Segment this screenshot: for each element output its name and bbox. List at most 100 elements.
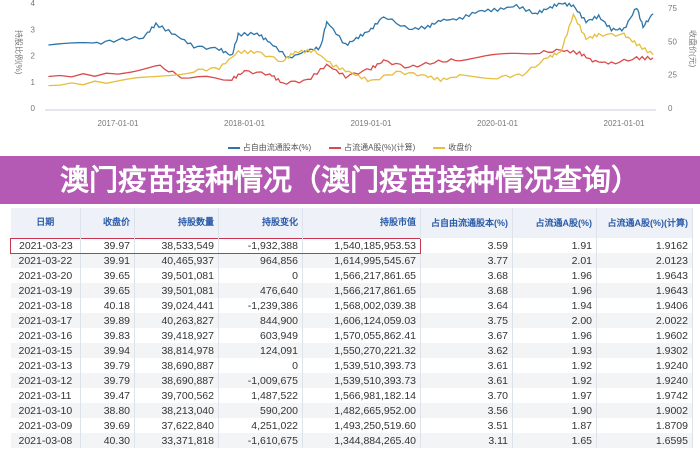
table-cell: 2021-03-11 — [10, 388, 81, 403]
table-cell: 38.80 — [80, 403, 135, 418]
table-cell: 39.47 — [80, 388, 135, 403]
y-right-tick-label: 25 — [668, 71, 677, 80]
table-row[interactable]: 2021-03-11 39.47 39,700,562 1,487,522 1,566,… — [10, 388, 693, 403]
legend-item[interactable]: 占自由流通股本(%) — [227, 142, 311, 154]
table-cell: 1.65 — [512, 433, 597, 448]
table-cell: 1,614,995,545.67 — [302, 253, 421, 268]
table-cell: 1,566,981,182.14 — [302, 388, 421, 403]
column-header[interactable]: 持股市值 — [302, 208, 421, 238]
table-row[interactable]: 2021-03-20 39.65 39,501,081 0 1,566,217,861.… — [10, 268, 693, 283]
table-cell: 1.97 — [512, 388, 597, 403]
table-cell: 476,640 — [218, 283, 303, 298]
column-header[interactable]: 日期 — [10, 208, 81, 238]
table-row[interactable]: 2021-03-09 39.69 37,622,840 4,251,022 1,493,… — [10, 418, 693, 433]
table-cell: 39.65 — [80, 283, 135, 298]
table-cell: 3.68 — [420, 283, 513, 298]
series-line-2 — [48, 12, 654, 87]
table-row[interactable]: 2021-03-18 40.18 39,024,441 -1,239,386 1,568… — [10, 298, 693, 313]
table-row[interactable]: 2021-03-12 39.79 38,690,887 -1,009,675 1,539… — [10, 373, 693, 388]
legend-label: 收盘价 — [448, 143, 473, 152]
table-cell: 2021-03-16 — [10, 328, 81, 343]
table-cell: 3.64 — [420, 298, 513, 313]
table-cell: 124,091 — [218, 343, 303, 358]
x-tick-label: 2019-01-01 — [351, 119, 392, 128]
table-cell: 2021-03-22 — [10, 253, 81, 268]
table-cell: 39.94 — [80, 343, 135, 358]
table-cell: -1,009,675 — [218, 373, 303, 388]
legend-swatch — [329, 146, 342, 149]
table-row[interactable]: 2021-03-10 38.80 38,213,040 590,200 1,482,66… — [10, 403, 693, 418]
table-cell: 2021-03-18 — [10, 298, 81, 313]
table-row[interactable]: 2021-03-13 39.79 38,690,887 0 1,539,510,393.… — [10, 358, 693, 373]
column-header[interactable]: 持股变化 — [218, 208, 303, 238]
legend-label: 占流通A股(%)(计算) — [344, 143, 416, 152]
table-cell: 2021-03-17 — [10, 313, 81, 328]
table-cell: 1.9002 — [596, 403, 693, 418]
y-left-tick-label: 3 — [31, 25, 36, 34]
table-row[interactable]: 2021-03-19 39.65 39,501,081 476,640 1,566,21… — [10, 283, 693, 298]
table-cell: 2021-03-13 — [10, 358, 81, 373]
table-cell: 964,856 — [218, 253, 303, 268]
table-cell: 1.91 — [512, 238, 597, 253]
column-header[interactable]: 持股数量 — [134, 208, 219, 238]
table-cell: 1,539,510,393.73 — [302, 358, 421, 373]
table-cell: 2.0022 — [596, 313, 693, 328]
table-cell: 3.68 — [420, 268, 513, 283]
legend-swatch — [227, 146, 240, 149]
table-cell: 3.67 — [420, 328, 513, 343]
table-row[interactable]: 2021-03-17 39.89 40,263,827 844,900 1,606,12… — [10, 313, 693, 328]
table-cell: 39.97 — [80, 237, 135, 254]
y-left-tick-label: 0 — [31, 104, 36, 113]
table-cell: 2021-03-20 — [10, 268, 81, 283]
table-cell: 39.91 — [80, 253, 135, 268]
table-cell: 2.00 — [512, 313, 597, 328]
legend-item[interactable]: 收盘价 — [433, 142, 472, 154]
x-tick-label: 2021-01-01 — [604, 119, 645, 128]
table-row[interactable]: 2021-03-16 39.83 39,418,927 603,949 1,570,05… — [10, 328, 693, 343]
table-cell: 1.92 — [512, 373, 597, 388]
table-cell: 2021-03-08 — [10, 433, 81, 448]
column-header[interactable]: 占流通A股(%) — [512, 208, 597, 238]
table-cell: 1.92 — [512, 358, 597, 373]
table-cell: 38,690,887 — [134, 373, 219, 388]
table-cell: 3.61 — [420, 373, 513, 388]
series-line-0 — [48, 2, 654, 59]
table-cell: 39,418,927 — [134, 328, 219, 343]
table-cell: 590,200 — [218, 403, 303, 418]
table-cell: 3.77 — [420, 253, 513, 268]
table-cell: 1.93 — [512, 343, 597, 358]
table-cell: 2021-03-10 — [10, 403, 81, 418]
legend-item[interactable]: 占流通A股(%)(计算) — [329, 142, 415, 154]
table-row[interactable]: 2021-03-08 40.30 33,371,818 -1,610,675 1,344… — [10, 433, 693, 448]
table-cell: 2.0123 — [596, 253, 693, 268]
table-cell: 39.79 — [80, 373, 135, 388]
table-cell: 2.01 — [512, 253, 597, 268]
column-header[interactable]: 占自由流通股本(%) — [420, 208, 513, 238]
table-cell: -1,239,386 — [218, 298, 303, 313]
table-cell: 3.11 — [420, 433, 513, 448]
table-cell: 1.8709 — [596, 418, 693, 433]
table-cell: 0 — [218, 268, 303, 283]
table-cell: 2021-03-23 — [10, 237, 81, 254]
highlighted-table-row[interactable]: 2021-03-23 39.97 38,533,549 -1,932,388 1,540… — [10, 237, 693, 254]
table-cell: 1.90 — [512, 403, 597, 418]
table-cell: 2021-03-09 — [10, 418, 81, 433]
table-cell: 1.9302 — [596, 343, 693, 358]
column-header[interactable]: 收盘价 — [80, 208, 135, 238]
table-cell: 1.96 — [512, 283, 597, 298]
table-cell: 39,501,081 — [134, 283, 219, 298]
table-cell: 40.18 — [80, 298, 135, 313]
table-cell: 39.79 — [80, 358, 135, 373]
table-row[interactable]: 2021-03-15 39.94 38,814,978 124,091 1,550,27… — [10, 343, 693, 358]
y-right-tick-label: 75 — [668, 4, 677, 13]
table-cell: 1.87 — [512, 418, 597, 433]
table-cell: 1,540,185,953.53 — [302, 237, 421, 254]
table-cell: 39.83 — [80, 328, 135, 343]
y-left-tick-label: 4 — [31, 0, 36, 8]
table-cell: 1,550,270,221.32 — [302, 343, 421, 358]
table-cell: 40.30 — [80, 433, 135, 448]
chart-legend: 占自由流通股本(%) 占流通A股(%)(计算) 收盘价 — [0, 142, 700, 154]
table-row[interactable]: 2021-03-22 39.91 40,465,937 964,856 1,614,99… — [10, 253, 693, 268]
y-left-tick-label: 2 — [31, 52, 36, 61]
column-header[interactable]: 占流通A股(%)(计算) — [596, 208, 693, 238]
